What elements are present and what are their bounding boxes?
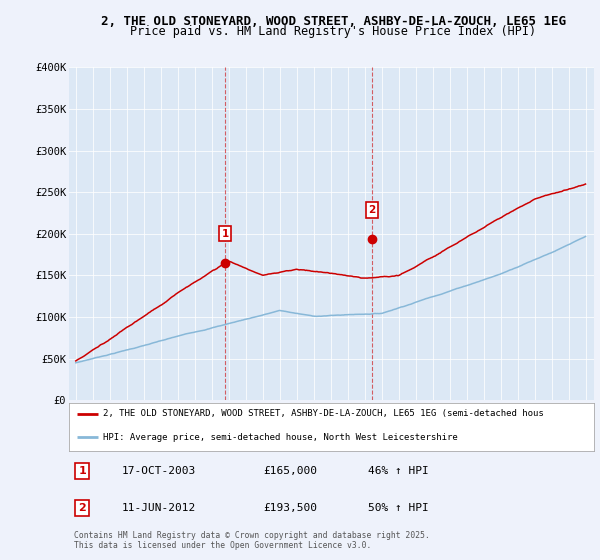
Text: 11-JUN-2012: 11-JUN-2012 xyxy=(121,503,196,513)
Text: 17-OCT-2003: 17-OCT-2003 xyxy=(121,466,196,476)
Text: 2: 2 xyxy=(368,205,376,215)
Text: 2, THE OLD STONEYARD, WOOD STREET, ASHBY-DE-LA-ZOUCH, LE65 1EG: 2, THE OLD STONEYARD, WOOD STREET, ASHBY… xyxy=(101,15,566,28)
Text: 1: 1 xyxy=(78,466,86,476)
Text: Price paid vs. HM Land Registry's House Price Index (HPI): Price paid vs. HM Land Registry's House … xyxy=(130,25,536,38)
Text: Contains HM Land Registry data © Crown copyright and database right 2025.
This d: Contains HM Land Registry data © Crown c… xyxy=(74,530,430,550)
Text: £193,500: £193,500 xyxy=(263,503,317,513)
Text: 2: 2 xyxy=(78,503,86,513)
Text: 1: 1 xyxy=(221,229,229,239)
Text: 46% ↑ HPI: 46% ↑ HPI xyxy=(368,466,429,476)
Text: £165,000: £165,000 xyxy=(263,466,317,476)
Text: 50% ↑ HPI: 50% ↑ HPI xyxy=(368,503,429,513)
Text: HPI: Average price, semi-detached house, North West Leicestershire: HPI: Average price, semi-detached house,… xyxy=(103,433,458,442)
Text: 2, THE OLD STONEYARD, WOOD STREET, ASHBY-DE-LA-ZOUCH, LE65 1EG (semi-detached ho: 2, THE OLD STONEYARD, WOOD STREET, ASHBY… xyxy=(103,409,544,418)
